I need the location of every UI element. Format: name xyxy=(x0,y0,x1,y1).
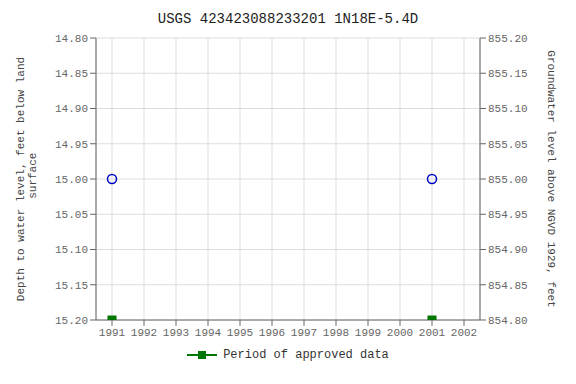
svg-text:14.90: 14.90 xyxy=(55,103,88,115)
svg-text:Depth to water level, feet bel: Depth to water level, feet below land su… xyxy=(15,57,39,301)
svg-text:1997: 1997 xyxy=(291,327,317,339)
svg-text:854.85: 854.85 xyxy=(488,280,528,292)
svg-text:1996: 1996 xyxy=(259,327,285,339)
svg-text:2000: 2000 xyxy=(387,327,413,339)
html-text:Period of approved data: Period of approved data xyxy=(223,348,389,362)
svg-text:855.20: 855.20 xyxy=(488,33,528,45)
svg-text:855.10: 855.10 xyxy=(488,103,528,115)
svg-text:1998: 1998 xyxy=(323,327,349,339)
svg-text:854.80: 854.80 xyxy=(488,315,528,327)
svg-text:15.15: 15.15 xyxy=(55,280,88,292)
svg-text:14.80: 14.80 xyxy=(55,33,88,45)
svg-text:854.95: 854.95 xyxy=(488,209,528,221)
svg-text:854.90: 854.90 xyxy=(488,244,528,256)
svg-text:15.10: 15.10 xyxy=(55,244,88,256)
svg-text:1995: 1995 xyxy=(227,327,253,339)
svg-text:1994: 1994 xyxy=(195,327,222,339)
svg-text:15.20: 15.20 xyxy=(55,315,88,327)
svg-text:855.00: 855.00 xyxy=(488,174,528,186)
svg-text:1991: 1991 xyxy=(99,327,126,339)
svg-text:1992: 1992 xyxy=(131,327,157,339)
svg-text:855.15: 855.15 xyxy=(488,68,528,80)
svg-text:14.85: 14.85 xyxy=(55,68,88,80)
svg-text:15.05: 15.05 xyxy=(55,209,88,221)
svg-text:2002: 2002 xyxy=(451,327,477,339)
svg-text:1993: 1993 xyxy=(163,327,189,339)
svg-text:855.05: 855.05 xyxy=(488,139,528,151)
svg-text:15.00: 15.00 xyxy=(55,174,88,186)
svg-text:2001: 2001 xyxy=(419,327,446,339)
svg-text:1999: 1999 xyxy=(355,327,381,339)
svg-text:Groundwater level above NGVD 1: Groundwater level above NGVD 1929, feet xyxy=(545,50,557,307)
svg-text:14.95: 14.95 xyxy=(55,139,88,151)
html-text:USGS 423423088233201 1N18E-5.4: USGS 423423088233201 1N18E-5.4D xyxy=(157,11,419,27)
